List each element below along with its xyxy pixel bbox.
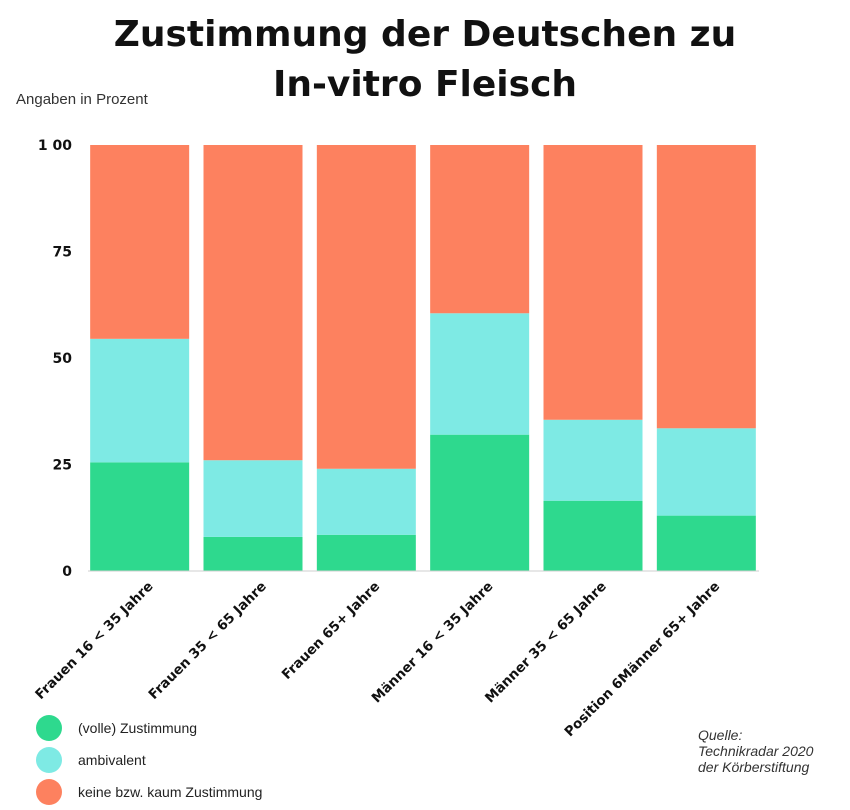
bar-segment <box>543 145 643 420</box>
source-line-1: Quelle: <box>698 727 743 743</box>
legend-swatch <box>36 747 62 773</box>
chart-title: Zustimmung der Deutschen zu In-vitro Fle… <box>0 10 850 110</box>
y-tick-label: 50 <box>53 351 73 367</box>
bar-segment <box>316 468 416 535</box>
legend-label: keine bzw. kaum Zustimmung <box>78 784 263 800</box>
x-tick-label: Frauen 16 < 35 Jahre <box>32 579 156 703</box>
bar-segment <box>316 534 416 571</box>
x-tick-label: Frauen 35 < 65 Jahre <box>146 579 270 703</box>
x-tick-label: Frauen 65+ Jahre <box>279 579 383 683</box>
bar-segment <box>203 145 303 461</box>
bar-segment <box>656 428 756 516</box>
unit-label: Angaben in Prozent <box>16 91 148 108</box>
legend-label: ambivalent <box>78 752 146 768</box>
y-tick-label: 75 <box>53 245 72 261</box>
source-line-2: Technikradar 2020 <box>698 743 814 759</box>
bar-segment <box>90 462 190 571</box>
x-tick-label: Männer 16 < 35 Jahre <box>369 579 497 707</box>
bar-segment <box>656 145 756 429</box>
source-note: Quelle: Technikradar 2020 der Körberstif… <box>698 727 813 775</box>
legend-item: ambivalent <box>36 744 262 776</box>
y-tick-label: 0 <box>62 564 72 580</box>
bar-segment <box>203 536 303 571</box>
legend-swatch <box>36 779 62 805</box>
bar-segment <box>543 419 643 501</box>
legend-item: (volle) Zustimmung <box>36 712 262 744</box>
legend-swatch <box>36 715 62 741</box>
legend-item: keine bzw. kaum Zustimmung <box>36 776 262 808</box>
chart-title-line-1: Zustimmung der Deutschen zu <box>113 14 737 55</box>
y-tick-label: 1 00 <box>38 138 72 154</box>
x-tick-label: Männer 35 < 65 Jahre <box>482 579 610 707</box>
bar-segment <box>430 313 530 435</box>
legend: (volle) Zustimmung ambivalent keine bzw. k… <box>36 712 262 808</box>
y-tick-label: 25 <box>53 458 72 474</box>
source-line-3: der Körberstiftung <box>698 759 810 775</box>
chart-title-line-2: In-vitro Fleisch <box>272 64 578 105</box>
legend-label: (volle) Zustimmung <box>78 720 198 736</box>
bar-segment <box>430 145 530 314</box>
bar-segment <box>203 460 303 537</box>
bar-segment <box>90 145 190 339</box>
bar-segment <box>656 515 756 571</box>
bar-segment <box>90 338 190 463</box>
bar-segment <box>543 500 643 571</box>
bar-segment <box>430 434 530 571</box>
bar-segment <box>316 145 416 469</box>
